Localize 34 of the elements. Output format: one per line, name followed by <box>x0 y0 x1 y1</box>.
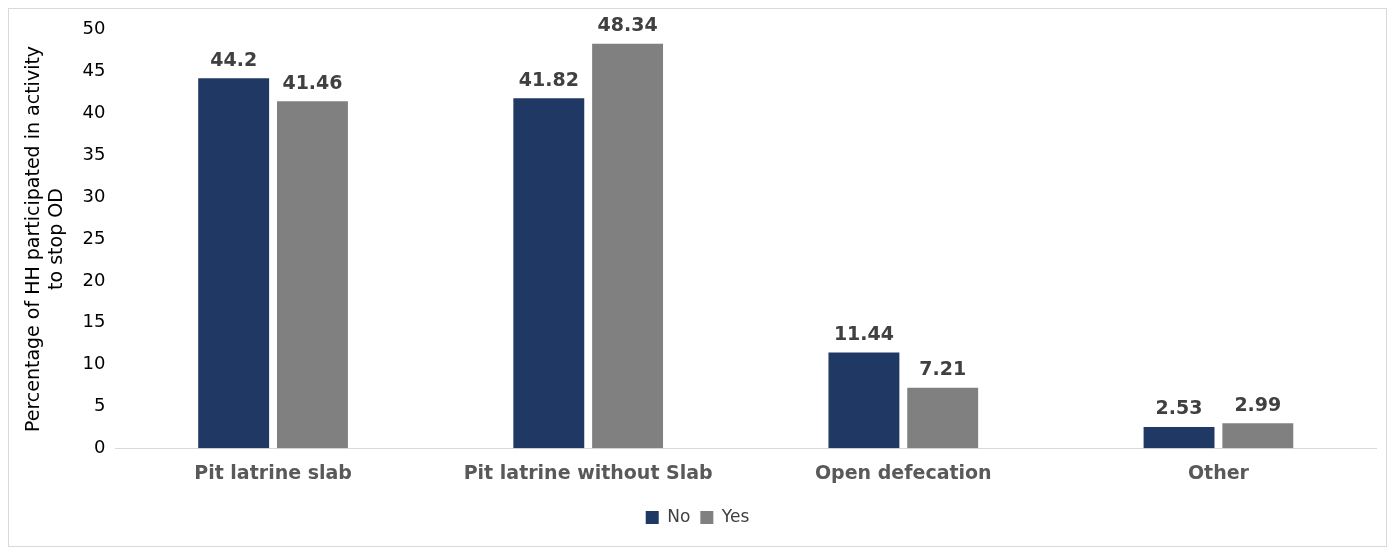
y-tick-label: 10 <box>82 352 106 374</box>
bar <box>828 352 900 449</box>
data-label: 48.34 <box>597 13 658 36</box>
data-label: 44.2 <box>210 47 258 70</box>
x-tick-label: Open defecation <box>814 460 992 483</box>
data-label: 11.44 <box>833 321 894 344</box>
bar <box>592 43 664 449</box>
y-tick-label: 15 <box>82 310 106 332</box>
y-tick-label: 30 <box>82 184 106 206</box>
data-label: 41.46 <box>282 70 343 93</box>
legend-label: No <box>667 505 691 526</box>
y-tick-label: 5 <box>94 394 106 416</box>
x-tick-label: Pit latrine slab <box>194 460 352 483</box>
data-label: 2.99 <box>1234 392 1282 415</box>
x-tick-label: Other <box>1187 460 1250 483</box>
legend-label: Yes <box>720 505 750 526</box>
bar <box>198 78 270 449</box>
y-tick-label: 45 <box>82 59 106 81</box>
y-tick-label: 50 <box>82 17 106 39</box>
x-tick-label: Pit latrine without Slab <box>463 460 713 483</box>
y-tick-label: 20 <box>82 268 106 290</box>
y-tick-label: 40 <box>82 101 106 123</box>
data-label: 7.21 <box>919 357 967 380</box>
data-label: 41.82 <box>518 67 579 90</box>
y-tick-label: 35 <box>82 142 106 164</box>
y-tick-label: 0 <box>94 435 106 457</box>
y-tick-label: 25 <box>82 226 106 248</box>
bar <box>907 387 979 449</box>
bar <box>1222 423 1294 449</box>
y-axis-title: Percentage of HH participated in activity to stop OD <box>21 45 67 433</box>
bar <box>513 98 585 449</box>
data-label: 2.53 <box>1155 396 1203 419</box>
bar <box>1143 427 1215 449</box>
bar <box>277 101 348 449</box>
